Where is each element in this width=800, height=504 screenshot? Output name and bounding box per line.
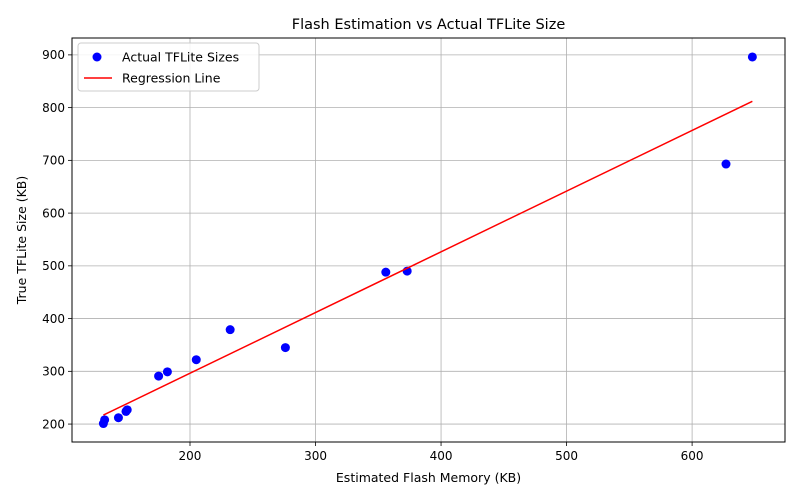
y-tick-label: 500 (42, 259, 65, 273)
legend: Actual TFLite Sizes Regression Line (77, 42, 260, 92)
axis-ticks: 200 300 400 500 600 200 300 400 500 600 700 800 900 (42, 48, 703, 463)
scatter-point (113, 413, 123, 423)
legend-label-regression: Regression Line (122, 71, 221, 86)
y-tick-label: 900 (42, 48, 65, 62)
x-tick-label: 300 (304, 449, 327, 463)
regression-line (103, 100, 753, 416)
y-tick-label: 300 (42, 365, 65, 379)
scatter-point (154, 371, 164, 381)
chart-title: Flash Estimation vs Actual TFLite Size (292, 17, 566, 33)
x-tick-label: 400 (430, 449, 453, 463)
scatter-point (747, 52, 757, 62)
legend-box (77, 42, 260, 92)
legend-marker-actual (92, 52, 102, 62)
x-tick-label: 600 (681, 449, 704, 463)
plot-series (98, 52, 757, 429)
y-tick-label: 400 (42, 312, 65, 326)
scatter-point (162, 367, 172, 377)
scatter-point (191, 355, 201, 365)
legend-label-actual: Actual TFLite Sizes (122, 50, 239, 65)
y-tick-label: 600 (42, 206, 65, 220)
y-tick-label: 800 (42, 101, 65, 115)
y-tick-label: 700 (42, 154, 65, 168)
scatter-point (100, 415, 110, 425)
axes-frame (71, 37, 786, 443)
y-tick-label: 200 (42, 417, 65, 431)
scatter-point (381, 267, 391, 277)
scatter-point (225, 325, 235, 335)
scatter-point (280, 343, 290, 353)
scatter-point (122, 405, 132, 415)
grid (72, 38, 785, 442)
scatter-point (721, 159, 731, 169)
x-tick-label: 200 (179, 449, 202, 463)
x-axis-label: Estimated Flash Memory (KB) (336, 470, 521, 485)
y-axis-label: True TFLite Size (KB) (14, 176, 29, 306)
x-tick-label: 500 (555, 449, 578, 463)
